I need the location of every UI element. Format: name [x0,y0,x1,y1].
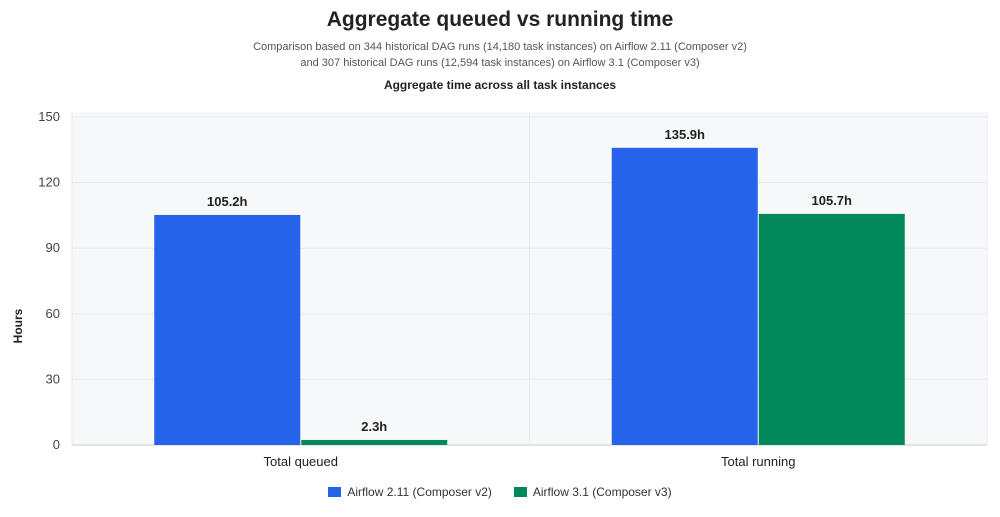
y-tick-label: 120 [38,175,60,190]
x-axis-tick-labels: Total queued Total running [264,454,796,469]
y-axis-ticks: 0 30 60 90 120 150 [38,109,60,452]
y-tick-label: 30 [46,371,60,386]
bar-value-label: 135.9h [665,127,706,142]
bar [611,147,758,445]
x-tick-label: Total queued [264,454,338,469]
legend-item-airflow-3-1[interactable]: Airflow 3.1 (Composer v3) [513,485,672,499]
bar [758,213,905,445]
x-tick-label: Total running [721,454,795,469]
bar-value-label: 2.3h [361,419,387,434]
y-tick-label: 150 [38,109,60,124]
y-tick-label: 60 [46,306,60,321]
legend-item-airflow-2-11[interactable]: Airflow 2.11 (Composer v2) [328,485,492,499]
chart-subtitle-line-2: and 307 historical DAG runs (12,594 task… [300,57,700,69]
chart-caption: Aggregate time across all task instances [383,78,617,92]
legend-swatch [513,487,527,497]
bar [301,439,448,445]
bar-value-label: 105.2h [207,194,248,209]
legend-label: Airflow 2.11 (Composer v2) [347,485,492,499]
y-tick-label: 90 [46,240,60,255]
chart-title: Aggregate queued vs running time [326,8,674,31]
legend-swatch [328,487,342,497]
y-axis-label: Hours [11,308,25,343]
chart-subtitle-line-1: Comparison based on 344 historical DAG r… [253,41,747,53]
y-tick-label: 0 [53,437,60,452]
bars: 105.2h 2.3h 135.9h 105.7h [154,127,905,445]
bar-value-label: 105.7h [812,193,853,208]
legend-label: Airflow 3.1 (Composer v3) [532,485,672,499]
bar [154,214,301,445]
legend: Airflow 2.11 (Composer v2) Airflow 3.1 (… [0,485,1000,499]
